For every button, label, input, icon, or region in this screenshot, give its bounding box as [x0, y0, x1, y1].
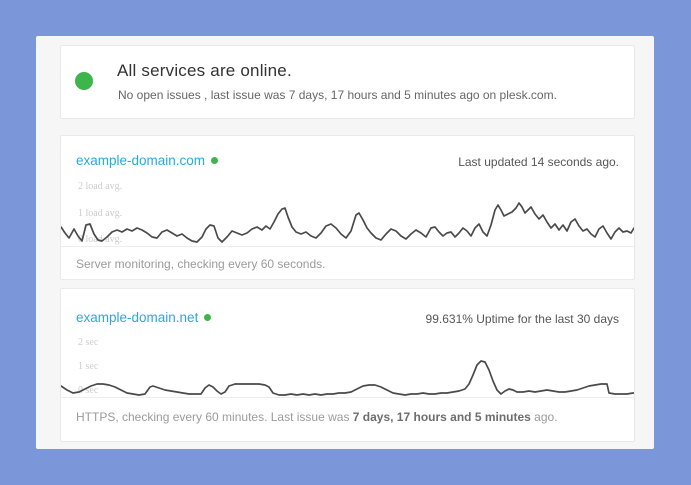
note-bold-text: 7 days, 17 hours and 5 minutes — [352, 410, 531, 424]
status-page-card: All services are online. No open issues … — [36, 36, 654, 449]
monitor-note: Server monitoring, checking every 60 sec… — [76, 257, 325, 271]
note-text: HTTPS, checking every 60 minutes. Last i… — [76, 410, 353, 424]
domain-link[interactable]: example-domain.com — [76, 153, 219, 168]
response-time-chart: 2 sec 1 sec 0 sec — [61, 335, 634, 405]
domain-link[interactable]: example-domain.net — [76, 310, 212, 325]
y-axis-label: 1 sec — [78, 361, 99, 372]
online-status-icon — [204, 313, 212, 321]
online-status-icon — [211, 156, 219, 164]
note-suffix-text: ago. — [530, 410, 558, 424]
monitor-panel-example-domain-com: example-domain.com Last updated 14 secon… — [60, 135, 635, 280]
note-text: Server monitoring, checking every 60 sec… — [76, 257, 326, 271]
domain-link-label: example-domain.net — [76, 310, 199, 325]
last-updated-text: Last updated 14 seconds ago. — [458, 155, 619, 169]
uptime-text: 99.631% Uptime for the last 30 days — [425, 312, 619, 326]
all-online-status-icon — [75, 72, 93, 90]
monitor-note: HTTPS, checking every 60 minutes. Last i… — [76, 410, 558, 424]
domain-link-label: example-domain.com — [76, 153, 206, 168]
y-axis-label: 0 load avg. — [78, 234, 123, 245]
load-avg-chart: 2 load avg. 1 load avg. 0 load avg. — [61, 180, 634, 250]
y-axis-label: 2 sec — [78, 337, 99, 348]
y-axis-label: 1 load avg. — [78, 208, 123, 219]
overall-status-title: All services are online. — [117, 61, 292, 80]
overall-status-subtitle: No open issues , last issue was 7 days, … — [118, 88, 557, 102]
overall-status-panel: All services are online. No open issues … — [60, 45, 635, 119]
y-axis-label: 0 sec — [78, 385, 99, 396]
y-axis-label: 2 load avg. — [78, 181, 123, 192]
monitor-panel-example-domain-net: example-domain.net 99.631% Uptime for th… — [60, 288, 635, 442]
